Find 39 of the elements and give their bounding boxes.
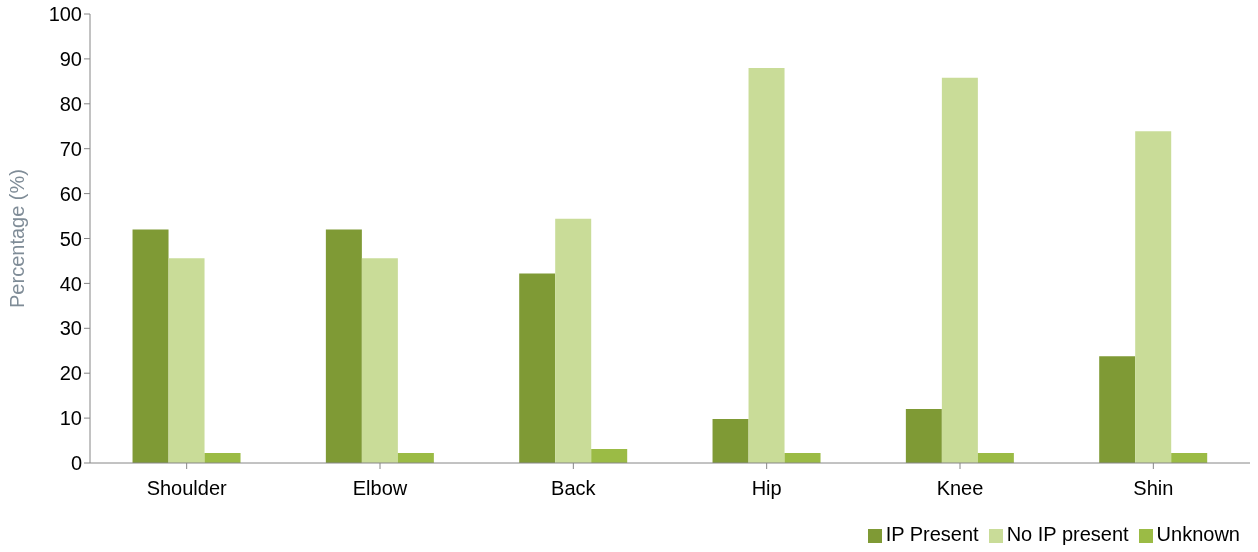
x-tick-label: Hip — [751, 477, 782, 500]
bar — [397, 453, 434, 463]
bar — [905, 409, 942, 463]
y-tick-label: 10 — [59, 407, 82, 430]
y-tick-label: 40 — [59, 272, 82, 295]
y-tick-label: 100 — [48, 3, 82, 26]
legend-label: Unknown — [1156, 523, 1240, 545]
y-tick-label: 50 — [59, 227, 82, 250]
x-tick-label: Knee — [936, 477, 984, 500]
bar — [168, 258, 205, 463]
bar — [1171, 453, 1208, 463]
bar — [519, 273, 556, 463]
bar — [748, 67, 785, 463]
bar — [712, 419, 749, 463]
bar — [555, 218, 592, 463]
bar — [1135, 131, 1172, 463]
y-tick-label: 90 — [59, 48, 82, 70]
y-tick-label: 30 — [59, 317, 82, 340]
bar — [325, 229, 362, 463]
bar — [132, 229, 169, 463]
bar — [204, 453, 241, 463]
x-tick-label: Shin — [1133, 477, 1174, 500]
bar — [941, 77, 978, 463]
bar — [1099, 356, 1136, 463]
y-tick-label: 60 — [59, 182, 82, 205]
y-tick-label: 20 — [59, 362, 82, 385]
x-tick-label: Shoulder — [146, 477, 228, 500]
y-tick-label: 80 — [59, 92, 82, 115]
bar — [977, 453, 1014, 463]
bar — [591, 449, 628, 463]
y-axis-title: Percentage (%) — [6, 169, 29, 308]
legend-label: No IP present — [1006, 523, 1129, 545]
x-tick-label: Elbow — [352, 477, 408, 500]
y-tick-label: 70 — [59, 137, 82, 160]
x-tick-label: Back — [551, 477, 597, 500]
bar — [784, 453, 821, 463]
legend-label: IP Present — [885, 523, 979, 545]
y-tick-label: 0 — [70, 452, 82, 475]
bar — [361, 258, 398, 463]
